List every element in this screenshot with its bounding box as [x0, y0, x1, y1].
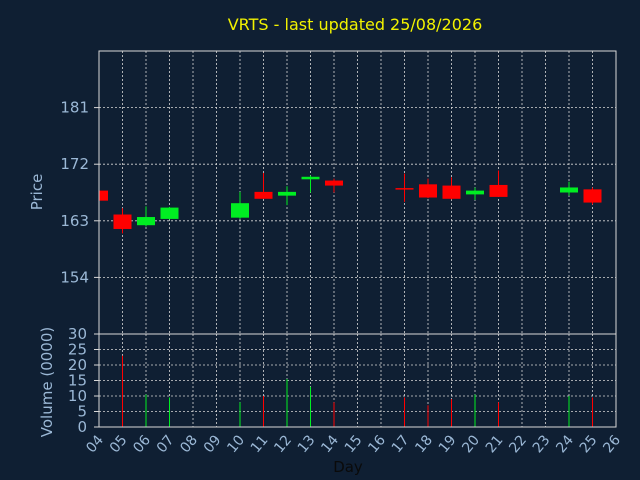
- candle-body: [137, 217, 155, 226]
- candle-body: [254, 191, 273, 199]
- chart-title: VRTS - last updated 25/08/2026: [228, 15, 483, 34]
- y-tick-label: 172: [60, 155, 89, 173]
- volume-tick-label: 0: [77, 418, 87, 436]
- candle-body: [99, 190, 108, 201]
- y-tick-label: 181: [60, 99, 89, 117]
- volume-axis-label: Volume (0000): [38, 327, 56, 437]
- volume-tick-label: 25: [68, 341, 87, 359]
- y-tick-label: 154: [60, 268, 89, 286]
- volume-bars: [122, 355, 593, 427]
- candle-body: [301, 176, 320, 180]
- candle-body: [583, 189, 602, 203]
- candle-body: [231, 203, 249, 218]
- candle-body: [442, 185, 461, 199]
- volume-tick-label: 20: [68, 356, 87, 374]
- candle-body: [325, 180, 343, 186]
- volume-tick-label: 10: [68, 387, 87, 405]
- volume-panel-frame: [98, 333, 617, 428]
- volume-tick-label: 5: [77, 403, 87, 421]
- candle-body: [395, 188, 414, 190]
- y-axis-label: Price: [28, 174, 46, 211]
- candle-body: [160, 207, 179, 219]
- candle-body: [113, 214, 132, 229]
- candle-body: [278, 191, 296, 196]
- candle-body: [466, 190, 484, 195]
- x-axis-label: Day: [333, 458, 363, 476]
- candle-body: [489, 184, 508, 197]
- candles: [98, 170, 602, 234]
- y-tick-label: 163: [60, 212, 89, 230]
- volume-tick-label: 15: [68, 372, 87, 390]
- candle-body: [560, 187, 578, 193]
- volume-tick-label: 30: [68, 325, 87, 343]
- candle-body: [419, 184, 437, 198]
